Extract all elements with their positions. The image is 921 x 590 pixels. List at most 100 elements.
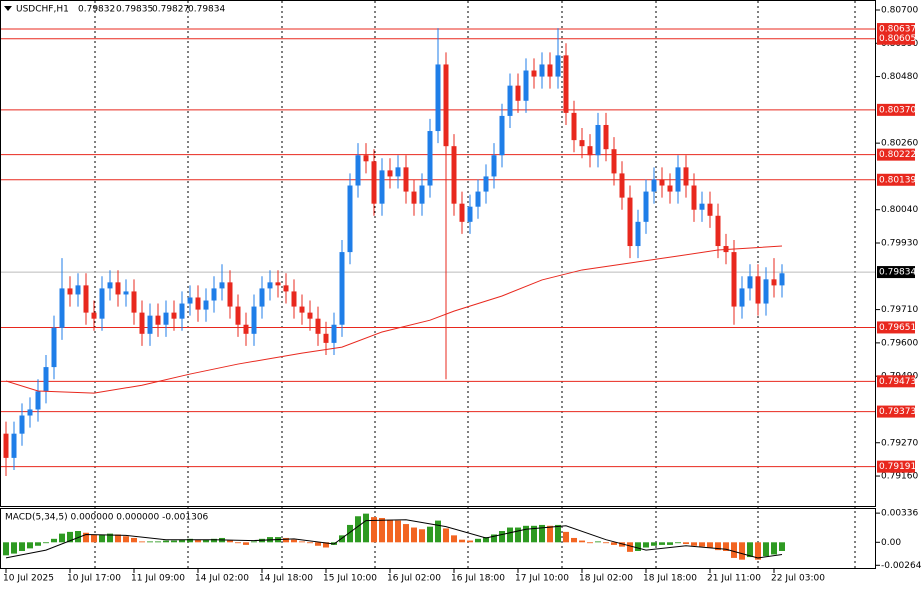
x-tick-label: 18 Jul 18:00 xyxy=(643,574,697,584)
level-label-box xyxy=(877,23,915,36)
macd-bar xyxy=(59,533,65,543)
candle-body xyxy=(667,185,673,192)
macd-bar xyxy=(91,534,97,543)
candle-body xyxy=(59,288,65,328)
candle-body xyxy=(259,288,265,307)
macd-bar xyxy=(635,542,641,551)
candle-body xyxy=(459,203,465,222)
macd-bar xyxy=(83,532,89,543)
macd-bar xyxy=(43,542,49,544)
macd-bar xyxy=(107,533,113,543)
macd-bar xyxy=(323,542,329,548)
day-separators xyxy=(94,1,856,568)
y-tick-label: 0.79270 xyxy=(881,438,918,448)
candle-body xyxy=(243,324,249,334)
x-tick-label: 16 Jul 02:00 xyxy=(387,574,441,584)
x-tick-label: 11 Jul 09:00 xyxy=(131,574,185,584)
candle-body xyxy=(99,288,105,319)
macd-bar xyxy=(467,540,473,543)
y-tick-label: 0.80700 xyxy=(881,5,918,15)
macd-bar xyxy=(427,526,433,543)
candle-body xyxy=(139,312,145,334)
candle-body xyxy=(571,112,577,141)
candle-body xyxy=(123,291,129,295)
candle-body xyxy=(427,131,433,186)
candle-body xyxy=(547,64,553,77)
candle-body xyxy=(387,170,393,177)
candle-body xyxy=(555,55,561,77)
x-tick-label: 14 Jul 18:00 xyxy=(259,574,313,584)
candle-body xyxy=(379,170,385,204)
candle-body xyxy=(363,155,369,162)
y-tick-label: 0.79710 xyxy=(881,305,918,315)
candle-body xyxy=(531,70,537,77)
candle-body xyxy=(603,124,609,150)
macd-bar xyxy=(691,542,697,546)
candle-body xyxy=(195,297,201,310)
level-label: 0.80637 xyxy=(879,25,916,35)
candle-body xyxy=(659,179,665,186)
candle-body xyxy=(291,291,297,307)
ohlc-high: 0.79835 xyxy=(116,5,153,15)
macd-bar xyxy=(555,524,561,543)
candle-body xyxy=(203,300,209,310)
macd-bar xyxy=(619,542,625,547)
macd-bar xyxy=(283,537,289,543)
candle-body xyxy=(187,297,193,304)
menu-arrow[interactable] xyxy=(4,6,12,11)
candle-body xyxy=(51,327,57,368)
candle-body xyxy=(715,215,721,247)
macd-bar xyxy=(747,542,753,558)
macd-bar xyxy=(403,524,409,543)
candle-body xyxy=(611,149,617,174)
candle-body xyxy=(315,318,321,334)
macd-bar xyxy=(75,531,81,543)
y-tick-label: 0.79930 xyxy=(881,239,918,249)
candle-body xyxy=(515,85,521,101)
candle-body xyxy=(707,203,713,216)
x-tick-label: 15 Jul 10:00 xyxy=(323,574,377,584)
candle-body xyxy=(355,155,361,186)
candle-body xyxy=(83,285,89,313)
level-label: 0.79473 xyxy=(879,377,916,387)
candle-body xyxy=(675,167,681,192)
macd-bar xyxy=(771,542,777,555)
level-label: 0.80605 xyxy=(879,34,916,44)
candle-body xyxy=(483,176,489,192)
level-label-box xyxy=(877,460,915,473)
candle-body xyxy=(211,288,217,301)
macd-bar xyxy=(387,519,393,543)
x-tick-label: 22 Jul 03:00 xyxy=(771,574,825,584)
macd-bar xyxy=(531,525,537,543)
candle-body xyxy=(307,312,313,319)
candle-body xyxy=(163,312,169,325)
macd-bar xyxy=(187,538,193,543)
macd-bar xyxy=(547,525,553,543)
candle-body xyxy=(155,315,161,325)
macd-bar xyxy=(523,525,529,543)
level-label-box xyxy=(877,148,915,161)
level-label: 0.80139 xyxy=(879,175,916,185)
macd-bar xyxy=(675,542,681,544)
y-tick-label: 0.80040 xyxy=(881,205,918,215)
macd-bar xyxy=(603,542,609,544)
x-tick-label: 10 Jul 17:00 xyxy=(67,574,121,584)
x-tick-label: 17 Jul 10:00 xyxy=(515,574,569,584)
candle-body xyxy=(347,185,353,253)
candle-body xyxy=(115,282,121,295)
macd-bar xyxy=(571,537,577,543)
main-pane xyxy=(0,0,876,507)
candle-body xyxy=(75,285,81,295)
level-label: 0.80222 xyxy=(879,150,916,160)
candle-body xyxy=(747,276,753,289)
macd-bar xyxy=(579,540,585,543)
level-label: 0.79651 xyxy=(879,323,916,333)
macd-bar xyxy=(3,542,9,556)
level-label: 0.80370 xyxy=(879,105,916,115)
macd-bar xyxy=(27,542,33,549)
macd-bar xyxy=(739,542,745,560)
x-tick-label: 14 Jul 02:00 xyxy=(195,574,249,584)
macd-bar xyxy=(483,537,489,543)
candle-body xyxy=(475,191,481,207)
